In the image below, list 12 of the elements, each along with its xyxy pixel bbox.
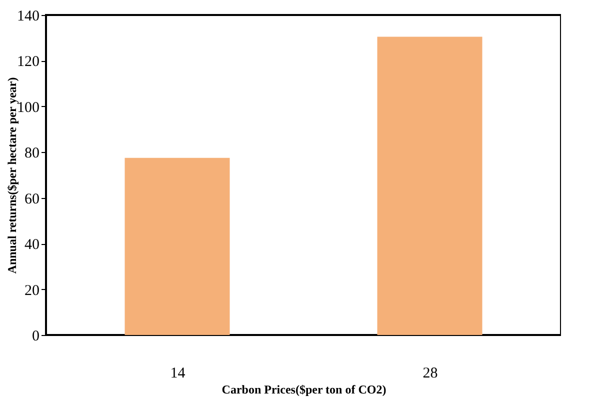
x-tick-label: 14 bbox=[170, 366, 186, 382]
x-axis-title: Carbon Prices($per ton of CO2) bbox=[222, 382, 386, 396]
y-tick-label: 40 bbox=[24, 237, 40, 254]
y-tick-label: 140 bbox=[17, 8, 40, 24]
y-tick-label: 60 bbox=[24, 191, 40, 208]
y-tick-label: 120 bbox=[17, 54, 40, 70]
x-tick-label: 28 bbox=[422, 366, 438, 382]
y-tick-label: 80 bbox=[24, 146, 40, 162]
y-tick-label: 0 bbox=[32, 328, 40, 344]
y-tick-label: 20 bbox=[24, 282, 40, 299]
y-axis-title: Annual returns($per hectare per year) bbox=[5, 77, 19, 274]
y-tick-label: 100 bbox=[17, 100, 40, 116]
